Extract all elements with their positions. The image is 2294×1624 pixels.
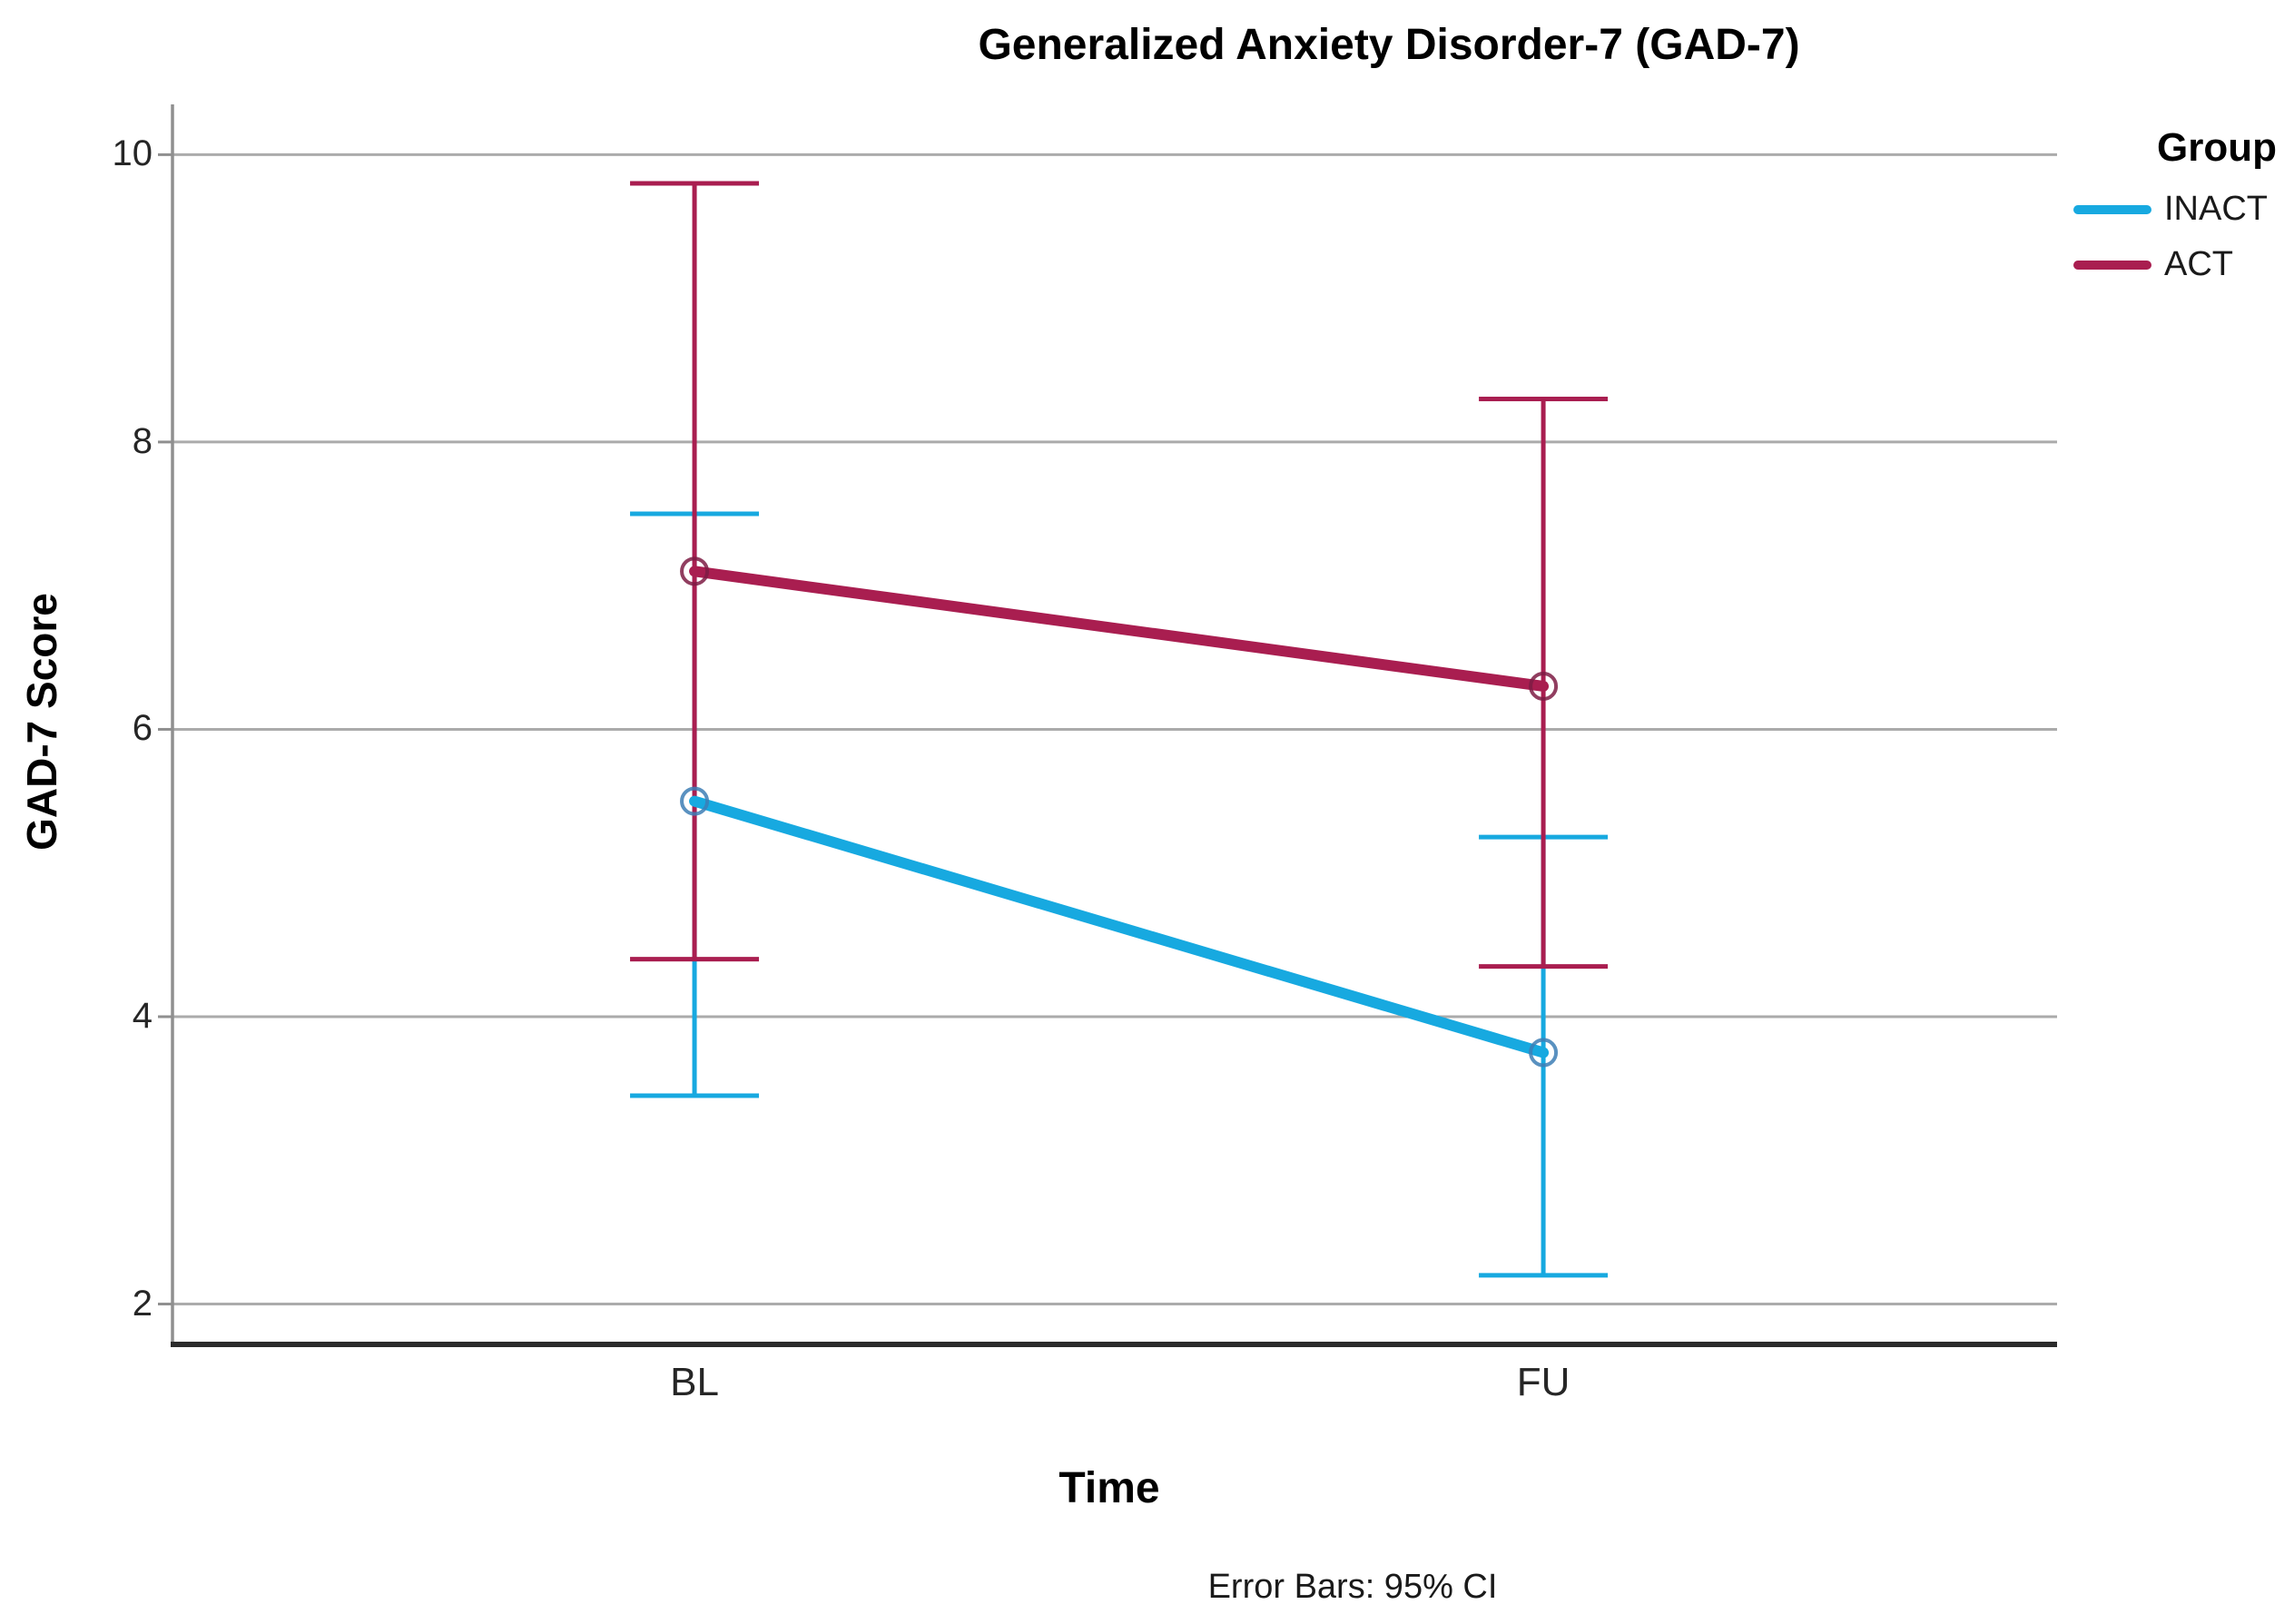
- legend-label-inact: INACT: [2164, 190, 2268, 228]
- legend-entry-inact: INACT: [2073, 182, 2294, 237]
- data-point-inact-bl: [680, 786, 710, 816]
- x-axis-title: Time: [1058, 1464, 1160, 1512]
- y-tick-label: 10: [112, 133, 153, 174]
- legend: Group INACT ACT: [2073, 113, 2294, 292]
- series-line-act: [689, 566, 1550, 692]
- legend-title: Group: [2157, 125, 2277, 170]
- data-point-act-bl: [680, 556, 710, 586]
- legend-entry-act: ACT: [2073, 237, 2294, 292]
- x-tick-label-bl: BL: [670, 1360, 719, 1404]
- legend-label-act: ACT: [2164, 245, 2233, 283]
- data-point-act-fu: [1529, 671, 1559, 701]
- x-tick-label-fu: FU: [1516, 1360, 1570, 1404]
- y-tick-label: 6: [132, 708, 153, 749]
- y-tick-label: 2: [132, 1283, 153, 1324]
- plot-svg: [158, 104, 2057, 1347]
- series-line-inact: [689, 795, 1550, 1058]
- y-tick-label: 4: [132, 995, 153, 1036]
- legend-swatch-inact-icon: [2073, 204, 2151, 214]
- data-point-inact-fu: [1529, 1038, 1559, 1068]
- chart-title: Generalized Anxiety Disorder-7 (GAD-7): [978, 21, 1800, 69]
- legend-swatch-act-icon: [2073, 260, 2151, 270]
- error-bar-caption: Error Bars: 95% CI: [1207, 1568, 1498, 1606]
- y-tick-label: 8: [132, 420, 153, 461]
